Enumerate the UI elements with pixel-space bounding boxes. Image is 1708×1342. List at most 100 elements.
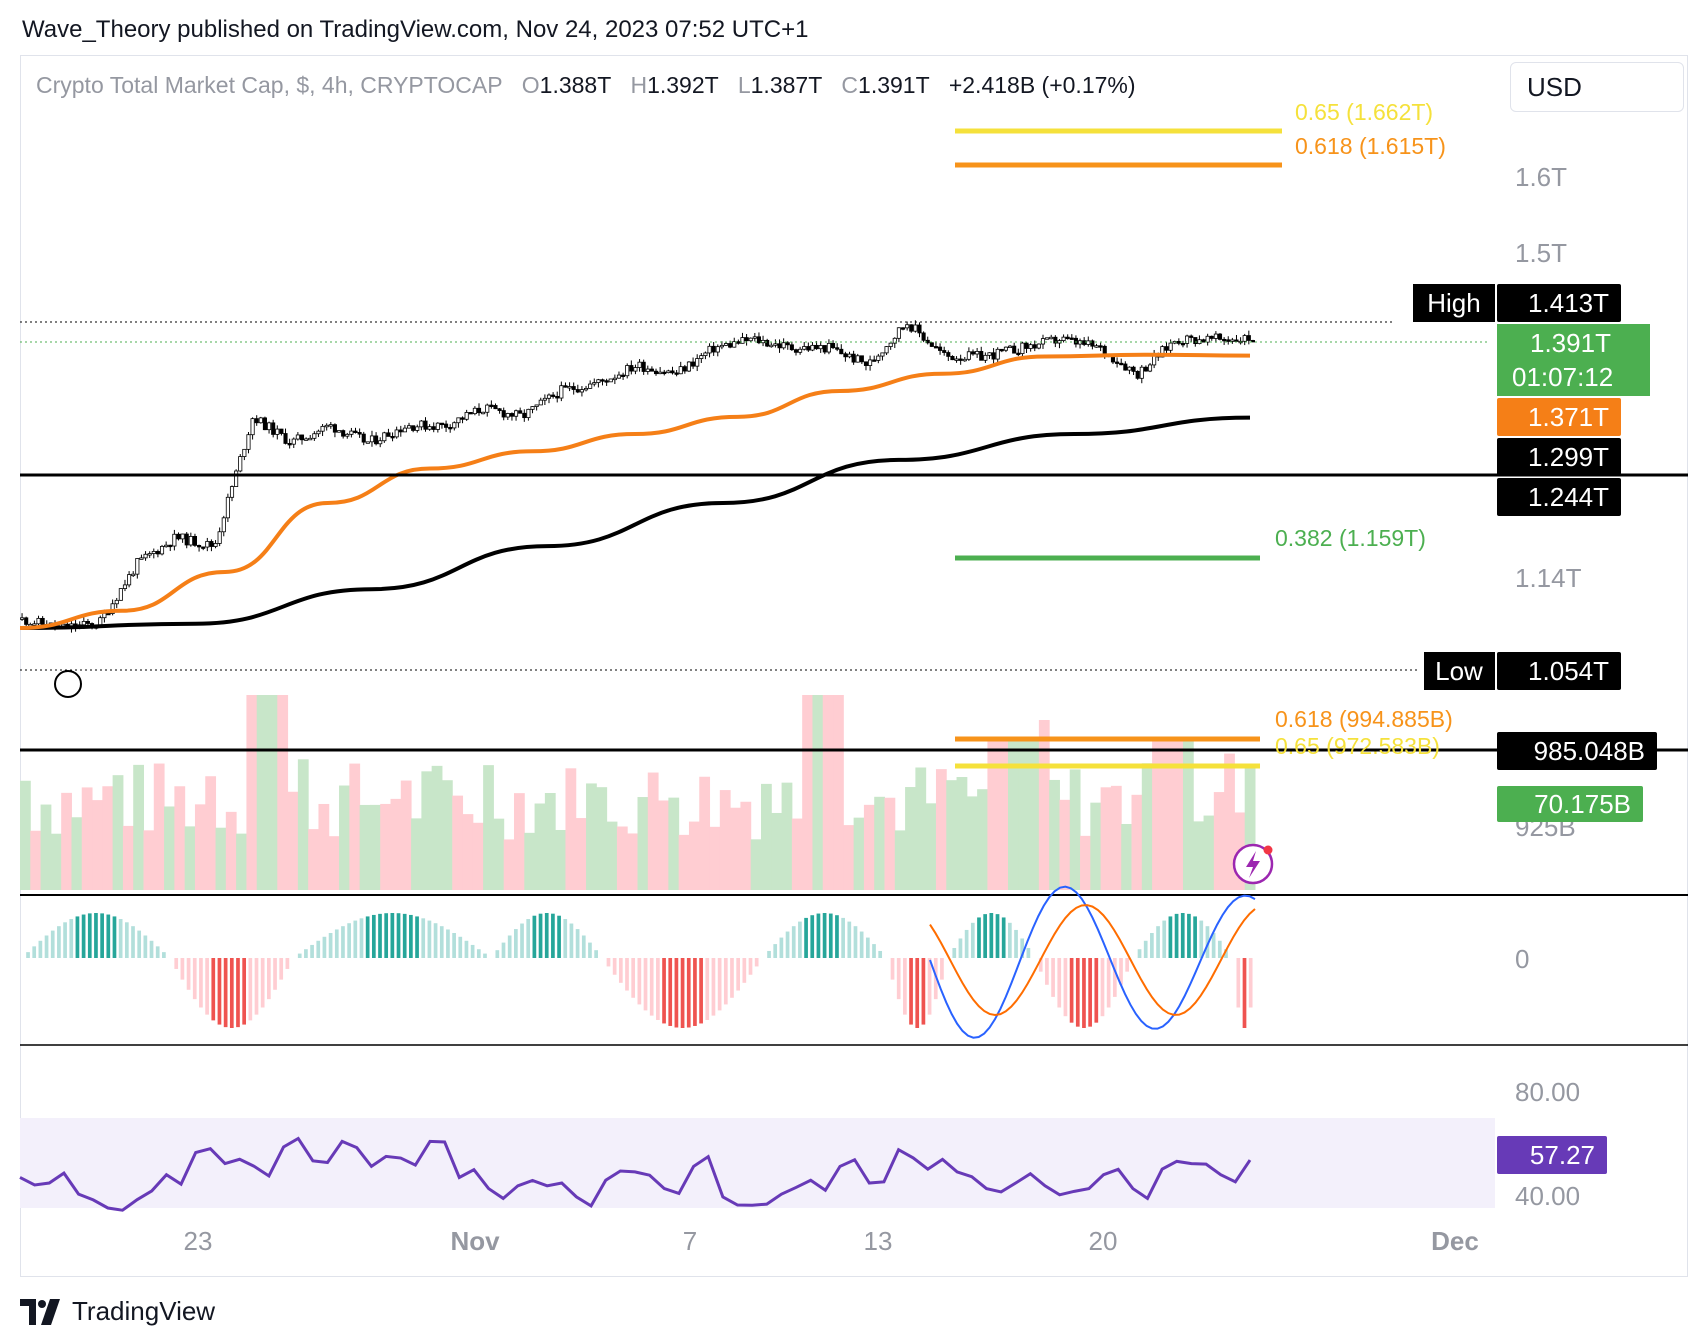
candle-up [349,430,354,435]
open-value: 1.388T [539,72,612,98]
candle-up [1160,346,1165,358]
candle-up [336,430,342,433]
macd-histogram-bar [909,958,913,1025]
candle-down [1189,335,1194,338]
candle-up [1213,333,1218,339]
volume-bar [781,782,793,890]
candle-up [143,553,148,559]
macd-histogram-bar [470,944,475,958]
low-marker-circle [54,670,82,698]
macd-histogram-bar [285,958,290,969]
candle-up [855,355,860,363]
candle-down [1102,345,1107,355]
candle-down [649,368,654,372]
volume-bar [1244,768,1256,890]
candle-down [806,346,811,351]
candle-up [1020,342,1025,354]
macd-histogram-bar [297,953,302,958]
candle-down [444,423,449,428]
candle-down [497,408,502,411]
candle-up [633,367,638,372]
macd-histogram-bar [563,919,568,958]
candle-up [213,543,218,547]
candle-down [621,374,626,377]
currency-button[interactable]: USD [1510,62,1684,112]
candle-down [332,424,337,433]
fib-label: 0.65 (972.583B) [1275,733,1440,759]
rsi-current-label: 57.27 [1530,1140,1595,1170]
candle-down [872,359,877,362]
candle-down [921,332,926,341]
macd-histogram-bar [279,958,284,980]
lightning-icon [1246,851,1260,878]
macd-histogram-bar [1063,958,1068,1017]
volume-bar [452,795,464,890]
candle-down [1222,338,1227,342]
macd-histogram-bar [1168,916,1173,958]
macd-histogram-bar [1224,949,1228,958]
macd-histogram-bar [674,958,679,1028]
macd-histogram-bar [63,922,67,958]
candle-down [863,361,869,366]
footer-brand-label: TradingView [72,1296,216,1326]
macd-histogram-bar [785,931,790,958]
candle-up [205,541,210,548]
macd-histogram-bar [476,949,481,958]
candle-up [748,337,753,342]
candle-up [114,599,119,605]
candle-down [999,348,1004,352]
candle-up [415,426,420,431]
macd-histogram-bar [1100,958,1105,1017]
macd-histogram-bar [137,930,142,958]
macd-histogram-bar [872,944,876,958]
macd-histogram-bar [124,922,129,958]
candle-up [884,346,889,354]
candle-up [954,358,959,361]
candle-down [662,371,667,375]
candle-up [995,348,1000,360]
volume-bar [658,800,669,890]
candle-up [316,430,321,435]
macd-histogram-bar [520,923,524,958]
macd-histogram-bar [310,944,314,958]
macd-histogram-bar [847,921,852,958]
macd-histogram-bar [1057,958,1062,1008]
macd-histogram-bar [680,958,685,1028]
candle-up [773,343,778,346]
candle-down [938,346,943,351]
volume-bar [40,804,52,890]
candle-up [238,456,243,472]
macd-histogram-bar [1001,917,1006,958]
macd-histogram-bar [538,913,543,958]
candle-down [839,348,844,355]
symbol-name[interactable]: Crypto Total Market Cap, $, 4h, CRYPTOCA… [36,72,503,98]
macd-histogram-bar [371,914,376,958]
volume-line-label-box [1497,732,1657,770]
candle-down [777,343,782,349]
macd-histogram-bar [112,916,117,958]
footer-brand: TradingView [20,1296,215,1327]
volume-bar [863,804,875,890]
candle-up [328,424,333,427]
macd-histogram-bar [1137,949,1142,958]
candle-up [1061,336,1066,341]
candle-up [308,437,313,441]
candle-down [785,342,790,346]
macd-histogram-bar [526,919,531,958]
candle-up [122,584,128,589]
volume-bar [1141,763,1153,890]
macd-histogram-bar [229,958,234,1028]
candle-up [250,418,255,436]
candle-up [769,344,774,348]
candle-down [1073,337,1078,345]
macd-histogram-bar [1187,913,1191,958]
volume-bar [977,789,988,890]
candle-up [481,411,486,415]
volume-bar [894,830,906,890]
macd-histogram-bar [958,938,963,958]
macd-histogram-bar [1112,958,1117,997]
candle-down [1053,336,1058,344]
candle-up [382,432,387,442]
volume-bar [483,765,494,890]
